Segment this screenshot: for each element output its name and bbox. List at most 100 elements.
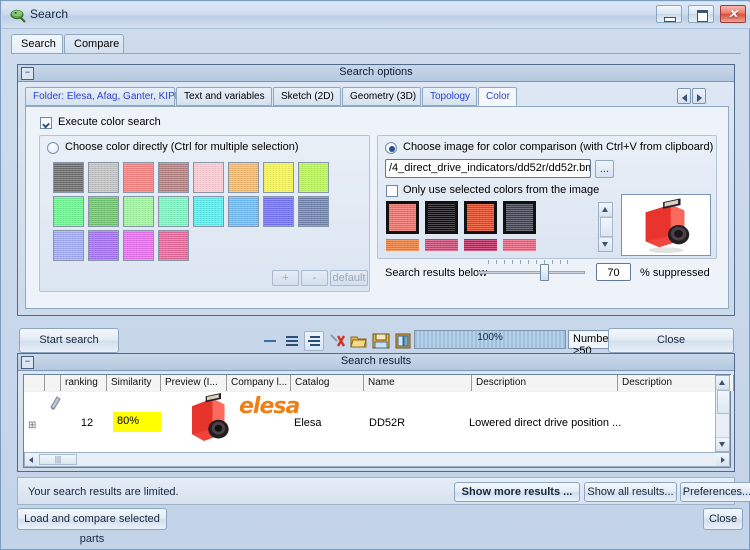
options-tab-color[interactable]: Color bbox=[478, 87, 517, 106]
row-expand-toggle[interactable]: ⊞ bbox=[28, 420, 37, 431]
open-folder-button[interactable] bbox=[349, 331, 369, 351]
palette-swatch-11[interactable] bbox=[158, 196, 189, 227]
maximize-button[interactable] bbox=[687, 5, 714, 23]
close-results-button[interactable]: Close bbox=[608, 328, 734, 353]
palette-swatch-0[interactable] bbox=[53, 162, 84, 193]
results-grid: ranking Similarity Preview (I... Company l.… bbox=[23, 374, 734, 468]
results-scroll-right[interactable] bbox=[716, 453, 729, 466]
column-header-ranking-2[interactable]: ranking bbox=[61, 375, 107, 391]
palette-swatch-16[interactable] bbox=[53, 230, 84, 261]
results-hscroll-thumb[interactable]: ||| bbox=[39, 454, 77, 465]
palette-default-button[interactable]: default bbox=[330, 270, 368, 286]
results-scroll-up[interactable] bbox=[716, 376, 729, 390]
threshold-value-input[interactable]: 70 bbox=[596, 263, 631, 281]
palette-swatch-10[interactable] bbox=[123, 196, 154, 227]
only-selected-colors-checkbox[interactable] bbox=[386, 185, 398, 197]
results-scroll-thumb[interactable] bbox=[717, 390, 730, 414]
threshold-slider-thumb[interactable] bbox=[540, 264, 549, 281]
search-options-collapse-button[interactable]: − bbox=[21, 67, 34, 80]
swatch-texture bbox=[124, 163, 153, 192]
palette-swatch-13[interactable] bbox=[228, 196, 259, 227]
palette-swatch-2[interactable] bbox=[123, 162, 154, 193]
threshold-slider-track[interactable] bbox=[478, 271, 585, 274]
search-options-header: − Search options bbox=[18, 65, 734, 82]
image-path-input[interactable]: /4_direct_drive_indicators/dd52r/dd52r.b… bbox=[385, 159, 591, 178]
palette-swatch-19[interactable] bbox=[158, 230, 189, 261]
palette-swatch-18[interactable] bbox=[123, 230, 154, 261]
results-scroll-left[interactable] bbox=[25, 453, 38, 466]
palette-swatch-7[interactable] bbox=[298, 162, 329, 193]
search-results-collapse-button[interactable]: − bbox=[21, 356, 34, 369]
options-tab-scroll-left[interactable] bbox=[677, 88, 691, 104]
column-header-similarity-3[interactable]: Similarity bbox=[107, 375, 161, 391]
swatch-texture bbox=[124, 197, 153, 226]
palette-remove-button[interactable]: - bbox=[301, 270, 328, 286]
options-tab-folder[interactable]: Folder: Elesa, Afag, Ganter, KIPP bbox=[25, 87, 181, 106]
scroll-up-button[interactable] bbox=[599, 203, 612, 217]
extracted-colors-scrollbar[interactable] bbox=[598, 202, 613, 252]
close-window-button[interactable]: ✕ bbox=[720, 5, 746, 23]
results-scroll-down[interactable] bbox=[716, 437, 729, 451]
choose-color-directly-radio[interactable] bbox=[47, 142, 59, 154]
palette-swatch-5[interactable] bbox=[228, 162, 259, 193]
save-button[interactable] bbox=[371, 331, 391, 351]
extracted-color-0[interactable] bbox=[386, 201, 419, 234]
execute-color-search-checkbox[interactable] bbox=[40, 117, 52, 129]
swatch-texture bbox=[299, 197, 328, 226]
column-header-blank-1[interactable] bbox=[45, 375, 61, 391]
palette-swatch-8[interactable] bbox=[53, 196, 84, 227]
preferences-button[interactable]: Preferences... bbox=[680, 482, 750, 502]
load-compare-button[interactable]: Load and compare selected parts bbox=[17, 508, 167, 545]
table-row[interactable]: ⊞ 12 80% bbox=[24, 392, 730, 453]
extracted-color-2[interactable] bbox=[464, 201, 497, 234]
extracted-color-1[interactable] bbox=[425, 201, 458, 234]
extracted-color-row2-0[interactable] bbox=[386, 239, 419, 251]
options-tab-scroll-right[interactable] bbox=[692, 88, 706, 104]
palette-swatch-1[interactable] bbox=[88, 162, 119, 193]
options-tab-topology[interactable]: Topology bbox=[422, 87, 477, 106]
palette-swatch-14[interactable] bbox=[263, 196, 294, 227]
options-tab-geometry[interactable]: Geometry (3D) bbox=[342, 87, 421, 106]
results-vertical-scrollbar[interactable] bbox=[715, 375, 730, 452]
extracted-color-row2-3[interactable] bbox=[503, 239, 536, 251]
palette-swatch-17[interactable] bbox=[88, 230, 119, 261]
results-horizontal-scrollbar[interactable]: ||| bbox=[24, 452, 730, 467]
column-header-companyl-5[interactable]: Company l... bbox=[227, 375, 291, 391]
footer-close-button[interactable]: Close bbox=[703, 508, 743, 530]
column-header-description-9[interactable]: Description bbox=[618, 375, 734, 391]
image-preview[interactable] bbox=[621, 194, 711, 256]
column-header-blank-0[interactable] bbox=[24, 375, 45, 391]
tab-search[interactable]: Search bbox=[11, 34, 63, 54]
detail-view-button[interactable] bbox=[304, 331, 324, 351]
show-more-results-button[interactable]: Show more results ... bbox=[454, 482, 580, 502]
palette-swatch-12[interactable] bbox=[193, 196, 224, 227]
options-tab-sketch[interactable]: Sketch (2D) bbox=[273, 87, 341, 106]
clear-results-button[interactable] bbox=[327, 331, 347, 351]
report-button[interactable] bbox=[393, 331, 413, 351]
palette-swatch-6[interactable] bbox=[263, 162, 294, 193]
palette-swatch-3[interactable] bbox=[158, 162, 189, 193]
palette-add-button[interactable]: + bbox=[272, 270, 299, 286]
palette-swatch-9[interactable] bbox=[88, 196, 119, 227]
palette-swatch-4[interactable] bbox=[193, 162, 224, 193]
extracted-color-3[interactable] bbox=[503, 201, 536, 234]
browse-image-button[interactable]: ... bbox=[595, 160, 614, 178]
column-header-previewi-4[interactable]: Preview (I... bbox=[161, 375, 227, 391]
start-search-button[interactable]: Start search bbox=[19, 328, 119, 353]
show-all-results-button[interactable]: Show all results... bbox=[584, 482, 677, 502]
options-tab-text[interactable]: Text and variables bbox=[176, 87, 272, 106]
minimize-button[interactable] bbox=[655, 5, 682, 23]
scrollbar-thumb[interactable] bbox=[600, 217, 613, 237]
list-view-button[interactable] bbox=[282, 331, 302, 351]
scroll-down-button[interactable] bbox=[599, 237, 612, 251]
extracted-color-row2-1[interactable] bbox=[425, 239, 458, 251]
tab-compare[interactable]: Compare bbox=[64, 34, 124, 54]
palette-swatch-15[interactable] bbox=[298, 196, 329, 227]
column-header-catalog-6[interactable]: Catalog bbox=[291, 375, 364, 391]
extracted-color-row2-2[interactable] bbox=[464, 239, 497, 251]
minus-icon-button[interactable] bbox=[260, 331, 280, 351]
column-header-name-7[interactable]: Name bbox=[364, 375, 472, 391]
column-header-description-8[interactable]: Description bbox=[472, 375, 618, 391]
choose-image-radio[interactable] bbox=[385, 142, 397, 154]
list-view-icon bbox=[286, 336, 298, 346]
